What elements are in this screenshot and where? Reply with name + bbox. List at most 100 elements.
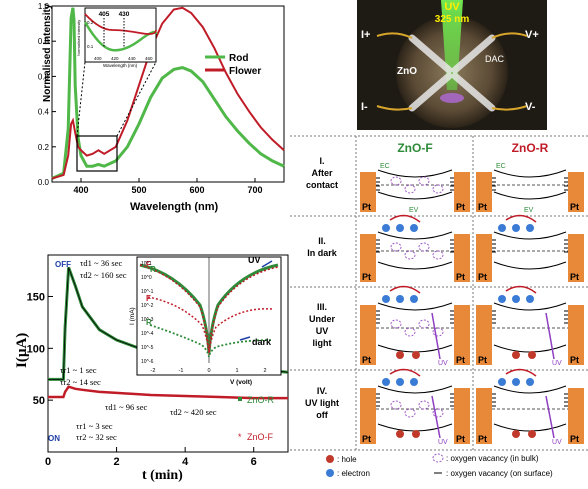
i-plus-label: I+: [361, 29, 370, 41]
uv-label: UV: [552, 360, 562, 367]
conduction-band: [493, 302, 567, 311]
pt-electrode-left: [476, 305, 492, 365]
pl-rod-line: [51, 7, 285, 180]
pl-ylabel: Normalised Intensity: [42, 3, 53, 102]
conduction-band: [377, 302, 453, 311]
uv-excitation-arrow: [431, 395, 441, 439]
pl-ytick-label: 0.2: [38, 143, 50, 152]
pt-electrode-left: [360, 305, 376, 365]
tau-r1-r: τr1 ~ 1 sec: [60, 365, 97, 375]
iv-dark-arrow: [239, 336, 251, 341]
pl-spectrum-chart: 0.0 0.2 0.4 0.6 0.8 1.0 400 500 600 700 Normalis…: [0, 0, 290, 215]
inset-ytick-02: 0.2: [87, 20, 94, 25]
oxygen-vacancy-bulk: [390, 242, 402, 252]
legend-vacancy-surface-label: : oxygen vacancy (on surface): [446, 469, 553, 478]
it-xtick-label: 4: [182, 456, 189, 468]
row3-line1: Under: [309, 314, 336, 324]
inset-peak-430: 430: [119, 11, 130, 18]
it-ytick-label: 150: [27, 291, 45, 303]
inset-ytick-01: 0.1: [87, 44, 94, 49]
pt-label-left: Pt: [478, 434, 487, 444]
band-diagram: ZnO-F ZnO-R I. After contact II. In dark…: [290, 132, 588, 484]
oxygen-vacancy-bulk: [432, 184, 444, 194]
oxygen-vacancy-bulk: [404, 250, 416, 260]
pt-label-right: Pt: [456, 202, 465, 212]
band-cell-r4-zno-f: Pt Pt UV: [360, 368, 470, 446]
electron-flow-arrow: [389, 368, 421, 377]
oxygen-vacancy-bulk: [418, 319, 430, 329]
row4-id: IV.: [317, 386, 327, 396]
oxygen-vacancy-bulk: [418, 242, 430, 252]
pt-label-right: Pt: [456, 272, 465, 282]
electron-dot: [410, 378, 418, 386]
conduction-band: [493, 169, 567, 178]
iv-ytick-label: 10^-5: [141, 345, 154, 351]
uv-excitation-arrow: [545, 395, 555, 439]
electron-dot: [526, 295, 534, 303]
ev-label: EV: [409, 207, 419, 214]
inset-ylabel: Normalised Intensity: [76, 20, 81, 56]
oxygen-vacancy-bulk: [432, 327, 444, 337]
hole-dot: [412, 351, 420, 359]
electron-dot: [382, 295, 390, 303]
pl-inset-frame: [84, 7, 157, 63]
dac-photo-svg: UV 325 nm I+ I- V+ V- ZnO DAC: [357, 0, 547, 130]
inset-xtick-400: 400: [94, 56, 102, 61]
tau-d1-r: τd1 ~ 36 sec: [80, 258, 122, 268]
pl-xtick-label: 700: [247, 185, 262, 195]
electron-flow-arrow: [505, 285, 537, 294]
electron-dot: [498, 224, 506, 232]
row1-line1: After: [311, 168, 332, 178]
pl-ytick-label: 0.8: [38, 37, 50, 46]
row4-line2: off: [316, 410, 328, 420]
pt-label-right: Pt: [456, 434, 465, 444]
it-ytick-label: 100: [27, 343, 45, 355]
pt-electrode-right: [568, 305, 584, 365]
valence-band: [493, 191, 567, 200]
iv-ytick-label: 10^-4: [141, 331, 154, 337]
it-xlabel: t (min): [142, 468, 183, 483]
iv-uv-annotation: UV: [248, 255, 261, 265]
pt-label-right: Pt: [570, 434, 579, 444]
zoom-guide-left: [76, 61, 86, 137]
hole-dot: [412, 430, 420, 438]
iv-f-uv-curve: [139, 264, 279, 354]
valence-band: [377, 261, 453, 270]
electron-flow-arrow: [389, 285, 421, 294]
pl-flower-line: [51, 6, 285, 180]
pl-xlabel: Wavelength (nm): [130, 201, 219, 213]
legend-rod-label: Rod: [229, 53, 248, 64]
it-xtick-label: 6: [251, 456, 257, 468]
iv-ytick-label: 10^0: [141, 275, 152, 281]
band-cell-r3-zno-r: Pt Pt UV: [476, 285, 584, 367]
tau-d2-r: τd2 ~ 160 sec: [80, 270, 127, 280]
uv-label: UV: [438, 360, 448, 367]
legend-zno-f-label: ZnO-F: [247, 432, 274, 442]
tau-d1-f: τd1 ~ 96 sec: [105, 402, 147, 412]
electron-dot: [396, 378, 404, 386]
legend-vacancy-bulk-icon: [432, 453, 444, 463]
pt-electrode-left: [360, 172, 376, 212]
it-plot-frame: [47, 254, 289, 453]
electron-dot: [410, 224, 418, 232]
conduction-band: [377, 169, 453, 178]
i-minus-label: I-: [361, 101, 368, 113]
iv-label-f-dark: F: [146, 294, 151, 303]
oxygen-vacancy-bulk: [390, 319, 402, 329]
valence-band: [377, 191, 453, 200]
electron-dot: [526, 224, 534, 232]
uv-label: UV: [438, 439, 448, 446]
legend-zno-r-marker: [238, 397, 242, 401]
oxygen-vacancy-bulk: [432, 408, 444, 418]
legend-electron-label: : electron: [337, 469, 370, 478]
tau-r1-f: τr1 ~ 3 sec: [76, 421, 113, 431]
conduction-band: [493, 231, 567, 240]
it-ytick-label: 50: [33, 395, 45, 407]
ev-label: EV: [524, 207, 534, 214]
legend-zno-f-marker: *: [238, 432, 242, 442]
electron-dot: [410, 295, 418, 303]
zoom-guide-right: [116, 61, 157, 137]
col-title-zno-r: ZnO-R: [512, 141, 549, 155]
row2-id: II.: [318, 236, 326, 246]
pt-electrode-left: [360, 234, 376, 282]
